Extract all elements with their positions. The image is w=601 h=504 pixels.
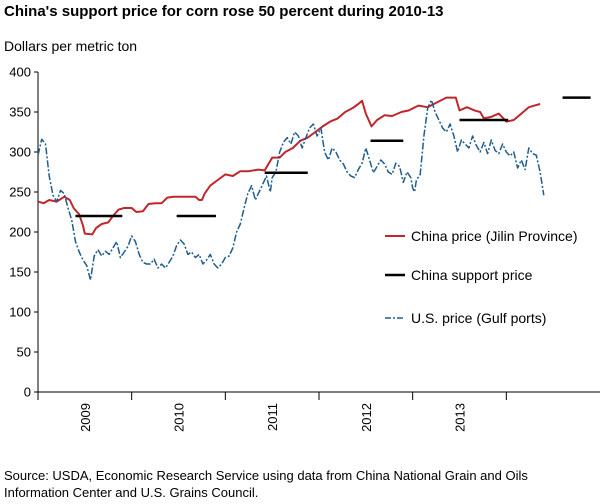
- x-tick-label: 2012: [359, 403, 374, 432]
- legend-support-price-label: China support price: [411, 267, 533, 283]
- legend-china-price-label: China price (Jilin Province): [411, 228, 578, 244]
- x-tick-label: 2010: [172, 403, 187, 432]
- y-tick-label: 150: [9, 265, 31, 280]
- x-tick-label: 2013: [453, 403, 468, 432]
- chart-axes: 0 50 100 150 200 250 300 350 400 2009 2010 2011 2012…: [9, 65, 600, 432]
- y-tick-label: 50: [17, 345, 31, 360]
- y-tick-label: 300: [9, 145, 31, 160]
- us-price-line: [37, 99, 545, 281]
- chart-title: China's support price for corn rose 50 p…: [4, 3, 444, 20]
- y-tick-label: 100: [9, 305, 31, 320]
- y-tick-label: 400: [9, 65, 31, 80]
- line-chart: 0 50 100 150 200 250 300 350 400 2009 2010 2011 2012…: [9, 65, 600, 432]
- x-tick-label: 2011: [265, 403, 280, 431]
- x-tick-label: 2009: [78, 403, 93, 432]
- y-tick-label: 250: [9, 185, 31, 200]
- y-tick-label: 350: [9, 105, 31, 120]
- chart-lines: [37, 96, 591, 281]
- y-tick-label: 0: [24, 385, 31, 400]
- chart-legend: China price (Jilin Province) China suppor…: [385, 228, 578, 326]
- legend-us-price-label: U.S. price (Gulf ports): [411, 310, 546, 326]
- china-price-line: [37, 96, 541, 236]
- y-tick-label: 200: [9, 225, 31, 240]
- y-axis-label: Dollars per metric ton: [4, 38, 138, 54]
- source-note: Source: USDA, Economic Research Service …: [4, 468, 528, 500]
